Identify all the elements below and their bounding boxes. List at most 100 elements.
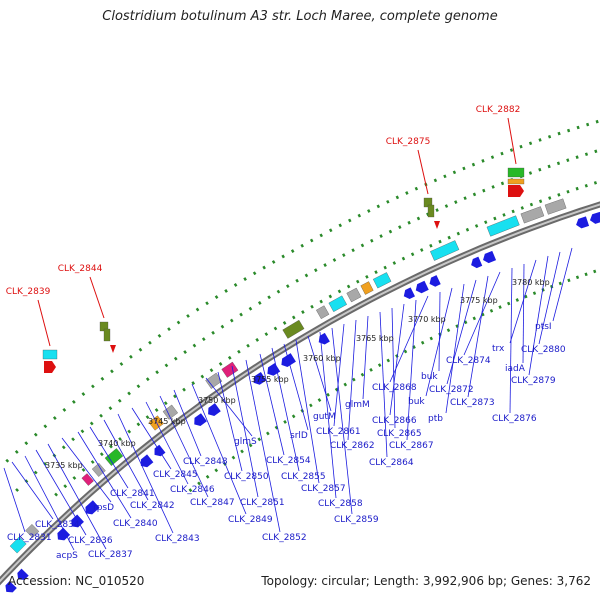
cds-arrow	[403, 287, 415, 299]
track-dot	[257, 437, 262, 442]
track-dot	[507, 301, 511, 306]
track-dot	[386, 199, 390, 204]
track-dot	[80, 429, 85, 434]
gene-block	[148, 415, 164, 431]
gene-label: CLK_2842	[130, 501, 175, 511]
leader-line	[319, 331, 337, 499]
leader-line	[362, 315, 369, 400]
track-dot	[267, 295, 271, 300]
highlight-marker	[110, 345, 116, 353]
track-dot	[186, 314, 190, 318]
gene-label: CLK_2872	[429, 385, 474, 395]
track-dot	[136, 422, 141, 427]
track-dot	[386, 358, 391, 363]
track-dot	[342, 253, 346, 257]
leader-line	[552, 247, 573, 322]
track-dot	[452, 170, 457, 175]
labels: CLK_2839 CLK_2844 CLK_2875 CLK_2882 3735 kbp…	[6, 105, 566, 561]
leader-line-highlight	[89, 276, 105, 319]
leader-line	[538, 251, 561, 345]
track-dot	[173, 356, 178, 361]
track-dot	[188, 488, 193, 493]
scale-label: 3765 kbp	[356, 334, 394, 343]
track-dot	[395, 354, 399, 358]
track-dot	[309, 238, 314, 243]
gene-label: CLK_2849	[228, 515, 273, 525]
cds-arrow	[576, 216, 590, 229]
cds-arrow	[5, 581, 17, 593]
track-dot	[593, 181, 598, 185]
scale-label: 3780 kbp	[512, 278, 550, 287]
track-dot	[482, 188, 486, 193]
track-dot	[376, 204, 381, 209]
gene-label: iadA	[505, 364, 526, 374]
track-dot	[99, 452, 104, 457]
track-dot	[383, 265, 387, 270]
gene-label: CLK_2850	[224, 472, 269, 482]
gene-label: buk	[408, 397, 425, 407]
cds-arrow	[253, 372, 267, 385]
track-dot	[110, 369, 114, 374]
track-dot	[405, 191, 409, 195]
track-dot	[567, 278, 571, 283]
gene-label: CLK_2837	[88, 550, 133, 560]
track-dot	[520, 206, 524, 210]
track-dot	[429, 336, 434, 341]
gene-block	[360, 281, 374, 295]
leader-line	[191, 383, 247, 515]
track-dot	[290, 249, 295, 253]
track-dot	[547, 134, 552, 139]
track-dot	[566, 189, 570, 194]
gene-block	[507, 178, 525, 185]
track-dot	[558, 281, 562, 286]
gene-label: CLK_2848	[183, 457, 228, 467]
track-dot	[343, 382, 348, 387]
track-dot	[243, 277, 247, 281]
leader-line	[245, 359, 281, 533]
leader-line	[467, 275, 489, 398]
gene-label: CLK_2841	[110, 489, 155, 499]
track-dot	[246, 343, 250, 348]
gene-label: glmS	[234, 437, 257, 447]
track-dot	[233, 283, 238, 287]
track-dot	[43, 424, 48, 429]
gene-label: CLK_2836	[68, 536, 113, 546]
track-dot	[118, 437, 122, 441]
leader-line	[24, 455, 75, 551]
track-dot	[584, 183, 588, 188]
track-dot	[348, 218, 352, 223]
gene-block	[25, 524, 40, 538]
gene-label: buk	[421, 372, 438, 382]
track-dot	[195, 307, 200, 312]
track-dot	[62, 407, 67, 412]
topology-text: Topology: circular; Length: 3,992,906 bp…	[261, 574, 591, 588]
gene-label: acpS	[56, 551, 78, 561]
track-dot	[401, 256, 406, 261]
gene-label: CLK_2855	[281, 472, 326, 482]
track-dot	[183, 350, 187, 354]
track-dot	[138, 347, 143, 352]
scale-label: 3775 kbp	[460, 296, 498, 305]
track-dot	[99, 413, 103, 418]
track-dot	[191, 381, 196, 385]
gene-label: gutM	[313, 412, 336, 422]
gene-label: CLK_2862	[330, 441, 375, 451]
cds-arrow	[140, 454, 154, 468]
track-dot	[281, 254, 285, 259]
track-dot	[252, 271, 257, 276]
track-dot	[392, 261, 397, 265]
track-dot	[205, 301, 209, 306]
track-dot	[538, 167, 542, 172]
track-dot	[509, 148, 514, 152]
track-dot	[304, 273, 309, 278]
track-dot	[127, 391, 131, 396]
track-dot	[433, 178, 438, 183]
cds-arrow	[194, 413, 207, 426]
track-dot	[515, 298, 519, 302]
gene-block	[9, 536, 27, 554]
leader-line	[425, 287, 453, 397]
track-dot	[360, 243, 365, 248]
track-dot	[346, 284, 351, 289]
track-dot	[285, 284, 290, 289]
